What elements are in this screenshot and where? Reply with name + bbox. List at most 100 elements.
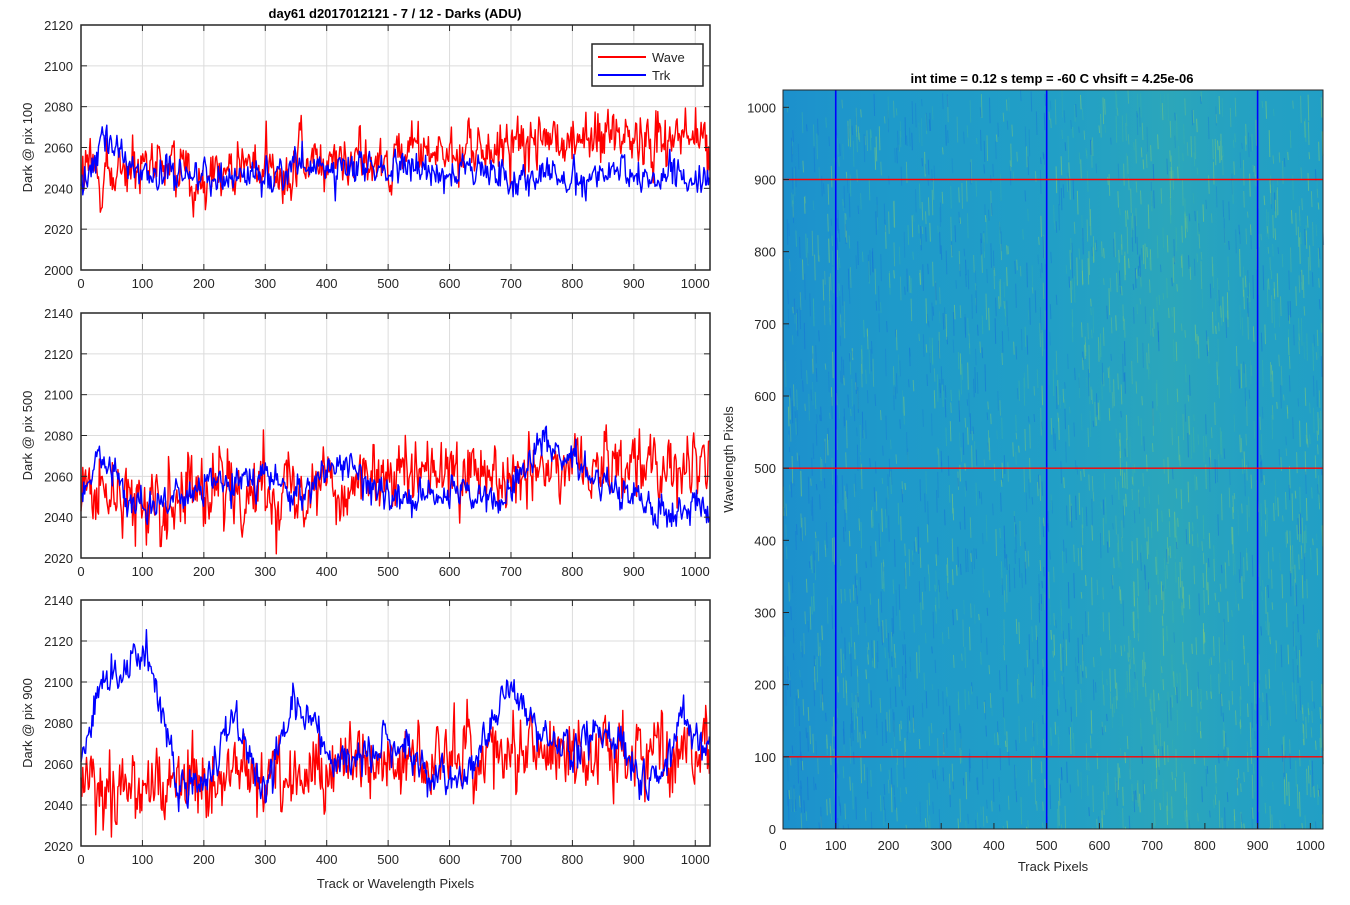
x-tick-label: 700 [1141, 838, 1163, 853]
x-tick-label: 900 [1247, 838, 1269, 853]
x-tick-label: 500 [377, 852, 399, 867]
x-tick-label: 600 [439, 564, 461, 579]
x-axis-label: Track Pixels [1018, 859, 1089, 874]
y-tick-label: 400 [754, 533, 776, 548]
y-tick-label: 2000 [44, 263, 73, 278]
x-tick-label: 1000 [681, 564, 710, 579]
x-tick-label: 100 [132, 276, 154, 291]
y-tick-label: 2040 [44, 181, 73, 196]
x-tick-label: 500 [377, 564, 399, 579]
y-tick-label: 2080 [44, 716, 73, 731]
x-tick-label: 700 [500, 276, 522, 291]
series-line-trk [80, 124, 711, 202]
x-tick-label: 1000 [681, 852, 710, 867]
x-tick-label: 0 [77, 276, 84, 291]
x-tick-label: 900 [623, 276, 645, 291]
legend: Wave Trk [591, 43, 704, 87]
x-tick-label: 700 [500, 564, 522, 579]
x-tick-label: 900 [623, 852, 645, 867]
x-tick-label: 1000 [1296, 838, 1325, 853]
x-tick-label: 900 [623, 564, 645, 579]
x-tick-label: 300 [254, 276, 276, 291]
y-tick-label: 2080 [44, 429, 73, 444]
x-tick-label: 800 [1194, 838, 1216, 853]
heatmap-texture [782, 90, 1325, 830]
y-axis-label: Dark @ pix 100 [20, 103, 35, 193]
heatmap-frame [782, 89, 1324, 830]
x-tick-label: 0 [77, 564, 84, 579]
y-tick-label: 2120 [44, 18, 73, 33]
y-tick-label: 2100 [44, 59, 73, 74]
x-tick-label: 400 [316, 852, 338, 867]
y-tick-label: 2140 [44, 593, 73, 608]
x-tick-label: 300 [254, 852, 276, 867]
y-tick-label: 2020 [44, 222, 73, 237]
y-tick-label: 800 [754, 245, 776, 260]
heatmap-shading [783, 90, 1323, 829]
y-tick-label: 100 [754, 750, 776, 765]
x-tick-label: 100 [132, 564, 154, 579]
y-tick-label: 2040 [44, 510, 73, 525]
x-tick-label: 200 [193, 564, 215, 579]
y-tick-label: 1000 [747, 100, 776, 115]
y-tick-label: 2100 [44, 388, 73, 403]
x-tick-label: 500 [1036, 838, 1058, 853]
heatmap-panel: 0 100 200 300 400 500 600 700 800 900 1000 0 100 200 3… [721, 89, 1325, 874]
y-tick-label: 2060 [44, 141, 73, 156]
x-tick-label: 400 [316, 564, 338, 579]
x-tick-label: 200 [878, 838, 900, 853]
series-line-wave [80, 424, 710, 555]
y-axis-label: Dark @ pix 900 [20, 678, 35, 768]
y-tick-label: 2060 [44, 469, 73, 484]
y-tick-label: 2120 [44, 347, 73, 362]
x-tick-label: 500 [377, 276, 399, 291]
x-tick-label: 300 [930, 838, 952, 853]
x-tick-label: 800 [562, 276, 584, 291]
x-tick-label: 100 [825, 838, 847, 853]
x-tick-label: 200 [193, 852, 215, 867]
x-tick-label: 100 [132, 852, 154, 867]
y-tick-label: 2020 [44, 839, 73, 854]
legend-label-wave: Wave [652, 50, 685, 65]
series-line-wave [80, 107, 711, 218]
x-tick-label: 0 [77, 852, 84, 867]
x-tick-label: 0 [779, 838, 786, 853]
x-tick-label: 600 [1089, 838, 1111, 853]
heatmap-title: int time = 0.12 s temp = -60 C vhsift = … [911, 71, 1194, 86]
x-tick-label: 600 [439, 276, 461, 291]
x-tick-label: 300 [254, 564, 276, 579]
y-axis-label: Dark @ pix 500 [20, 391, 35, 481]
legend-box [591, 43, 704, 87]
y-tick-label: 2080 [44, 100, 73, 115]
y-tick-label: 2120 [44, 634, 73, 649]
series-line-trk [80, 629, 711, 813]
y-tick-label: 2020 [44, 551, 73, 566]
y-tick-label: 2100 [44, 675, 73, 690]
series-line-trk [80, 425, 711, 529]
x-tick-label: 800 [562, 852, 584, 867]
y-tick-label: 2040 [44, 798, 73, 813]
y-tick-label: 600 [754, 389, 776, 404]
y-tick-label: 900 [754, 172, 776, 187]
y-tick-label: 200 [754, 678, 776, 693]
x-tick-label: 1000 [681, 276, 710, 291]
x-tick-label: 600 [439, 852, 461, 867]
legend-label-trk: Trk [652, 68, 671, 83]
y-axis-label: Wavelength Pixels [721, 406, 736, 513]
x-tick-label: 400 [316, 276, 338, 291]
y-tick-label: 2140 [44, 306, 73, 321]
x-tick-label: 700 [500, 852, 522, 867]
y-tick-label: 500 [754, 461, 776, 476]
line-panel-3: 0 100 200 300 400 500 600 700 800 900 1000 2020 2040… [20, 593, 711, 891]
y-tick-label: 700 [754, 317, 776, 332]
x-tick-label: 400 [983, 838, 1005, 853]
y-tick-label: 300 [754, 605, 776, 620]
x-axis-label: Track or Wavelength Pixels [317, 876, 475, 891]
y-tick-label: 2060 [44, 757, 73, 772]
left-figure-title: day61 d2017012121 - 7 / 12 - Darks (ADU) [269, 6, 522, 21]
line-panel-2: 0 100 200 300 400 500 600 700 800 900 1000 2020 2040… [20, 306, 711, 579]
x-tick-label: 200 [193, 276, 215, 291]
series-line-wave [80, 698, 711, 838]
